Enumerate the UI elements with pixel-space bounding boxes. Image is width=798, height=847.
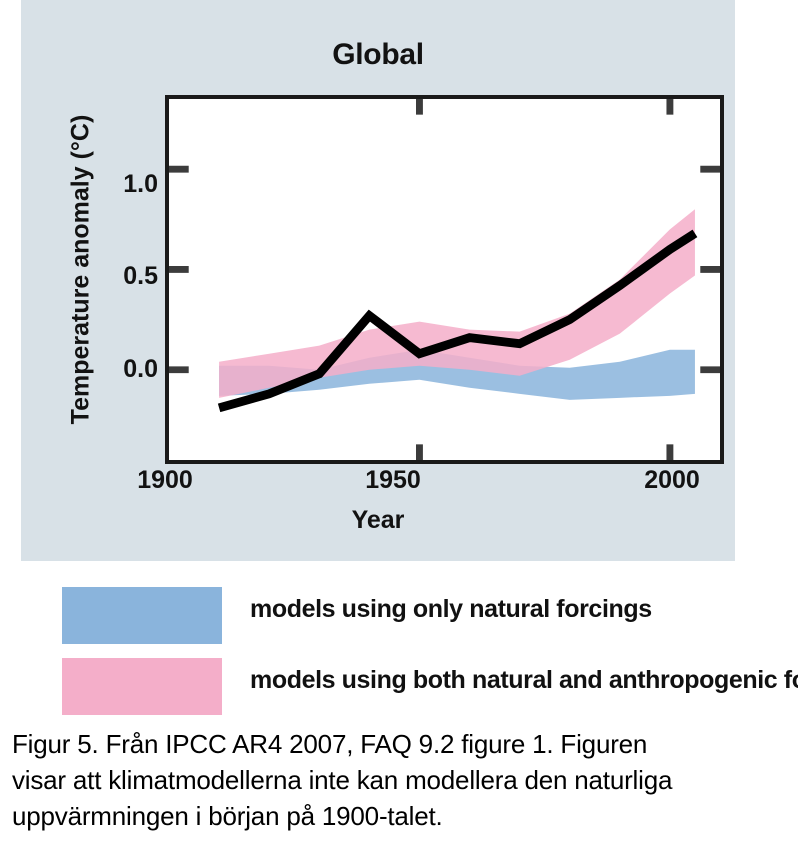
caption-line-1: Figur 5. Från IPCC AR4 2007, FAQ 9.2 fig… <box>12 729 648 759</box>
plot-area <box>165 95 724 464</box>
legend-swatch-anthropogenic <box>62 658 222 715</box>
legend-swatch-natural <box>62 587 222 644</box>
y-tick-label-1: 1.0 <box>123 170 158 198</box>
legend: models using only natural forcings model… <box>0 561 798 725</box>
y-tick-label-2: 0.5 <box>123 262 158 290</box>
y-tick-labels: 1.0 0.5 0.0 <box>76 0 158 561</box>
legend-label-natural: models using only natural forcings <box>250 595 652 623</box>
legend-label-anthropogenic: models using both natural and anthropoge… <box>250 666 798 694</box>
y-tick-label-3: 0.0 <box>123 355 158 383</box>
x-axis-label: Year <box>351 506 405 534</box>
band-natural-forcings <box>219 349 695 400</box>
x-tick-label-2: 1950 <box>365 466 421 494</box>
caption-line-2: visar att klimatmodellerna inte kan mode… <box>12 765 673 795</box>
x-tick-label-1: 1900 <box>137 466 193 494</box>
observations-line <box>217 229 698 413</box>
axis-tick-marks <box>169 99 720 460</box>
chart-title: Global <box>332 38 424 71</box>
figure-caption: Figur 5. Från IPCC AR4 2007, FAQ 9.2 fig… <box>12 726 798 834</box>
plot-svg <box>169 99 720 460</box>
x-tick-label-3: 2000 <box>644 466 700 494</box>
figure-panel: Global Temperature anomaly (°C) Year 1.0… <box>21 0 735 561</box>
caption-line-3: uppvärmningen i början på 1900-talet. <box>12 801 443 831</box>
